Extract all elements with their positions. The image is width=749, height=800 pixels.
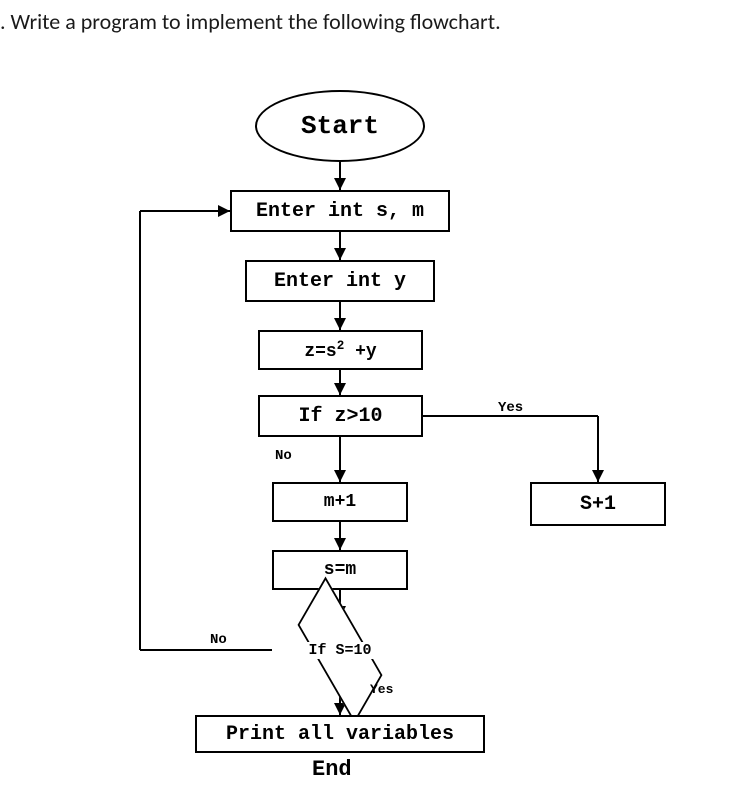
node-m-inc: m+1 <box>272 482 408 522</box>
node-input-sm: Enter int s, m <box>230 190 450 232</box>
edge-label-cond2-yes: Yes <box>370 682 393 697</box>
node-assign-sm-label: s=m <box>324 560 356 580</box>
question-heading: . Write a program to implement the follo… <box>0 8 501 35</box>
node-print: Print all variables <box>195 715 485 753</box>
flowchart-canvas: Start Enter int s, m Enter int y z=s2 +y… <box>0 60 749 800</box>
node-calc-z: z=s2 +y <box>258 330 423 370</box>
edge-label-cond1-no: No <box>275 448 292 464</box>
node-s-inc-label: S+1 <box>580 493 616 516</box>
calc-prefix: z=s <box>304 342 336 362</box>
node-cond-z: If z>10 <box>258 395 423 437</box>
node-input-y-label: Enter int y <box>274 270 406 293</box>
node-input-y: Enter int y <box>245 260 435 302</box>
node-start: Start <box>255 90 425 162</box>
calc-suffix: +y <box>344 342 376 362</box>
node-cond-z-label: If z>10 <box>298 405 382 428</box>
node-input-sm-label: Enter int s, m <box>256 200 424 223</box>
node-cond-s10-label: If S=10 <box>305 642 375 659</box>
node-start-label: Start <box>301 111 379 141</box>
edge-label-cond2-no: No <box>210 632 227 648</box>
node-print-label: Print all variables <box>226 723 454 746</box>
node-m-inc-label: m+1 <box>324 492 356 512</box>
node-calc-z-label: z=s2 +y <box>304 339 376 362</box>
edge-label-cond1-yes: Yes <box>498 400 523 416</box>
node-end: End <box>312 757 352 782</box>
node-assign-sm: s=m <box>272 550 408 590</box>
node-s-inc: S+1 <box>530 482 666 526</box>
